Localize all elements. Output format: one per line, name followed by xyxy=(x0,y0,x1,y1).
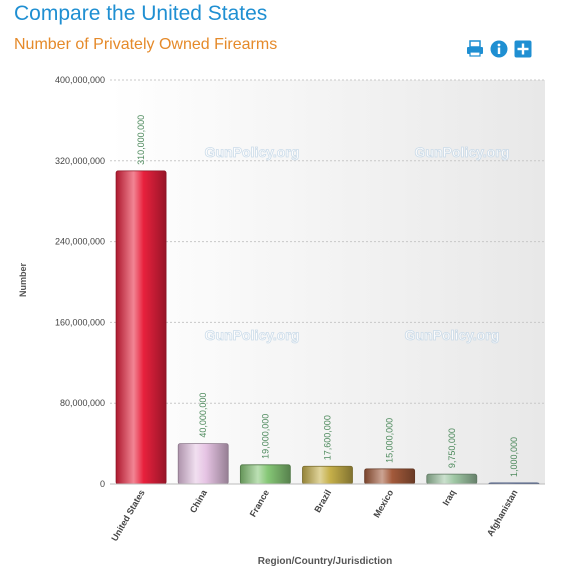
value-label: 1,000,000 xyxy=(509,437,519,477)
value-label: 40,000,000 xyxy=(198,393,208,438)
bar-mexico xyxy=(364,468,416,485)
y-tick-label: 240,000,000 xyxy=(55,237,105,247)
x-tick-label: China xyxy=(188,487,210,515)
x-axis-label: Region/Country/Jurisdiction xyxy=(257,556,393,567)
printer-icon[interactable] xyxy=(466,40,484,58)
bar-iraq xyxy=(426,473,478,485)
value-label: 19,000,000 xyxy=(260,414,270,459)
chart-toolbar xyxy=(466,40,532,62)
gridlines xyxy=(110,79,545,404)
value-label: 9,750,000 xyxy=(447,428,457,468)
info-icon[interactable] xyxy=(490,40,508,58)
x-tick-label: Afghanistan xyxy=(485,488,520,538)
y-tick-label: 320,000,000 xyxy=(55,156,105,166)
x-tick-label: Brazil xyxy=(312,488,333,514)
x-tick-label: France xyxy=(248,488,271,519)
bars xyxy=(115,170,540,485)
plus-icon[interactable] xyxy=(514,40,532,58)
plot-background xyxy=(110,80,545,484)
watermark-text: GunPolicy.org xyxy=(205,327,300,343)
bar-france xyxy=(239,464,291,485)
x-tick-label: Mexico xyxy=(371,488,395,520)
value-label: 15,000,000 xyxy=(385,418,395,463)
watermark-text: GunPolicy.org xyxy=(415,144,510,160)
value-label: 310,000,000 xyxy=(136,115,146,165)
x-tick-label: United States xyxy=(109,488,146,543)
x-axis-ticks: United States China France Brazil Mexico Iraq… xyxy=(109,487,519,543)
value-label: 17,600,000 xyxy=(323,415,333,460)
bar-brazil xyxy=(302,465,353,485)
y-tick-label: 0 xyxy=(100,479,105,489)
watermark-text: GunPolicy.org xyxy=(405,327,500,343)
page-title: Compare the United States xyxy=(14,2,268,25)
y-tick-label: 160,000,000 xyxy=(55,317,105,327)
chart-subtitle: Number of Privately Owned Firearms xyxy=(14,36,278,53)
bar-china xyxy=(177,443,229,485)
y-tick-label: 400,000,000 xyxy=(55,75,105,85)
watermark-text: GunPolicy.org xyxy=(205,144,300,160)
bar-united-states xyxy=(115,170,167,485)
y-axis-label: Number xyxy=(18,262,28,298)
x-tick-label: Iraq xyxy=(441,488,458,507)
y-axis-ticks: 0 80,000,000 160,000,000 240,000,000 320,000… xyxy=(55,75,105,489)
y-tick-label: 80,000,000 xyxy=(60,398,105,408)
watermarks: GunPolicy.org GunPolicy.org GunPolicy.org G… xyxy=(204,144,510,344)
value-labels: 310,000,000 40,000,000 19,000,000 17,600,00… xyxy=(136,115,519,477)
